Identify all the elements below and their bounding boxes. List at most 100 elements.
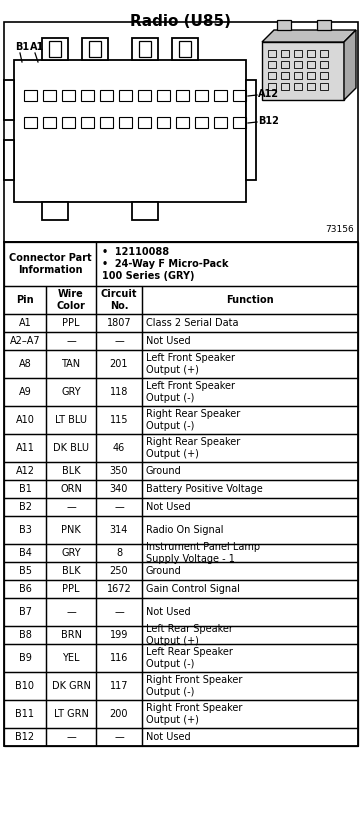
Text: 250: 250: [110, 566, 128, 576]
Bar: [142, 462, 358, 480]
Text: Connector Part
Information: Connector Part Information: [9, 253, 91, 275]
Bar: [46, 314, 96, 332]
Bar: [4, 516, 46, 544]
Text: 117: 117: [110, 681, 128, 691]
Bar: [268, 61, 276, 68]
Bar: [176, 117, 189, 128]
Text: B11: B11: [16, 709, 34, 719]
Bar: [294, 50, 302, 57]
Bar: [4, 544, 46, 562]
Text: —: —: [66, 732, 76, 742]
Text: 8: 8: [116, 548, 122, 558]
Bar: [100, 117, 113, 128]
Bar: [4, 644, 46, 672]
Bar: [142, 314, 358, 332]
Bar: [96, 498, 142, 516]
Bar: [46, 378, 96, 406]
Bar: [82, 38, 108, 60]
Bar: [142, 350, 358, 378]
Text: DK GRN: DK GRN: [51, 681, 90, 691]
Bar: [294, 83, 302, 90]
Bar: [46, 462, 96, 480]
Text: A1: A1: [30, 42, 44, 52]
Bar: [294, 72, 302, 79]
Bar: [268, 72, 276, 79]
Bar: [281, 50, 289, 57]
Text: 199: 199: [110, 630, 128, 640]
Bar: [307, 83, 315, 90]
Polygon shape: [344, 30, 356, 100]
Text: 116: 116: [110, 653, 128, 663]
Bar: [142, 598, 358, 626]
Text: A9: A9: [18, 387, 31, 397]
Text: —: —: [114, 336, 124, 346]
Bar: [4, 672, 46, 700]
Bar: [4, 626, 46, 644]
Bar: [24, 90, 37, 101]
Bar: [46, 728, 96, 746]
Bar: [96, 434, 142, 462]
Bar: [14, 60, 246, 202]
Bar: [142, 700, 358, 728]
Bar: [142, 406, 358, 434]
Text: —: —: [114, 607, 124, 617]
Bar: [96, 462, 142, 480]
Bar: [46, 562, 96, 580]
Bar: [96, 406, 142, 434]
Text: 350: 350: [110, 466, 128, 476]
Text: Left Rear Speaker
Output (-): Left Rear Speaker Output (-): [146, 647, 233, 669]
Bar: [157, 90, 170, 101]
Bar: [320, 72, 328, 79]
Bar: [142, 378, 358, 406]
Text: 118: 118: [110, 387, 128, 397]
Text: A2–A7: A2–A7: [10, 336, 40, 346]
Bar: [96, 332, 142, 350]
Bar: [142, 498, 358, 516]
Text: Not Used: Not Used: [146, 502, 191, 512]
Text: 1807: 1807: [107, 318, 131, 328]
Text: BLK: BLK: [62, 466, 80, 476]
Bar: [24, 117, 37, 128]
Text: —: —: [114, 732, 124, 742]
Bar: [96, 672, 142, 700]
Text: B5: B5: [18, 566, 31, 576]
Bar: [307, 50, 315, 57]
Bar: [179, 41, 191, 57]
Bar: [142, 644, 358, 672]
Bar: [277, 20, 291, 30]
Bar: [81, 117, 94, 128]
Text: BRN: BRN: [60, 630, 81, 640]
Bar: [142, 480, 358, 498]
Bar: [4, 80, 14, 120]
Bar: [233, 90, 246, 101]
Text: A8: A8: [18, 359, 31, 369]
Bar: [142, 332, 358, 350]
Bar: [96, 516, 142, 544]
Text: Ground: Ground: [146, 466, 182, 476]
Text: Class 2 Serial Data: Class 2 Serial Data: [146, 318, 239, 328]
Bar: [4, 498, 46, 516]
Bar: [157, 117, 170, 128]
Bar: [96, 700, 142, 728]
Text: A11: A11: [16, 443, 34, 453]
Bar: [46, 644, 96, 672]
Bar: [4, 242, 96, 286]
Text: 314: 314: [110, 525, 128, 535]
Polygon shape: [262, 30, 356, 42]
Text: B2: B2: [18, 502, 31, 512]
Bar: [142, 562, 358, 580]
Text: A12: A12: [258, 89, 279, 99]
Text: 115: 115: [110, 415, 128, 425]
Bar: [320, 83, 328, 90]
Bar: [195, 117, 208, 128]
Bar: [4, 462, 46, 480]
Bar: [4, 378, 46, 406]
Text: GRY: GRY: [61, 548, 81, 558]
Text: Right Front Speaker
Output (-): Right Front Speaker Output (-): [146, 675, 243, 697]
Bar: [42, 202, 68, 220]
Text: Instrument Panel Lamp
Supply Voltage - 1: Instrument Panel Lamp Supply Voltage - 1: [146, 542, 260, 564]
Bar: [43, 90, 56, 101]
Bar: [46, 332, 96, 350]
Bar: [4, 242, 358, 746]
Bar: [96, 286, 142, 314]
